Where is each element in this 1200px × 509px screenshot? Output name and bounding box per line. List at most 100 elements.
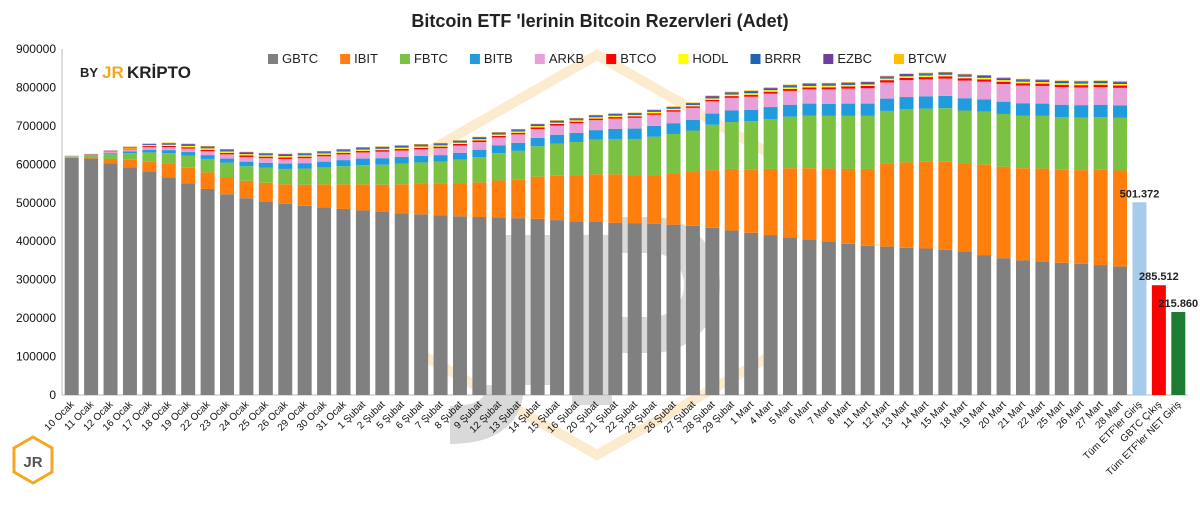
stacked-bar [239, 151, 254, 395]
bar-segment-btco [394, 148, 409, 151]
bar-segment-ibit [258, 182, 273, 203]
bar-segment-btco [530, 127, 545, 129]
bar-segment-ibit [802, 168, 817, 240]
bar-segment-hodl [666, 108, 681, 111]
bar-segment-btcw [957, 73, 972, 75]
bar-segment-ibit [491, 180, 506, 218]
bar-segment-ibit [880, 163, 895, 247]
bar-segment-brrr [491, 133, 506, 135]
bar-segment-btco [161, 145, 176, 148]
bar-segment-ibit [977, 164, 992, 256]
stacked-bar [608, 113, 623, 395]
bar-segment-fbtc [161, 153, 176, 164]
bar-segment-gbtc [685, 225, 700, 395]
bar-segment-bitb [317, 161, 332, 168]
bar-segment-hodl [705, 98, 720, 100]
bar-segment-hodl [200, 148, 215, 150]
bar-segment-gbtc [414, 214, 429, 395]
stacked-bar [724, 91, 739, 395]
bar-segment-ibit [394, 184, 409, 214]
bar-segment-btco [550, 123, 565, 126]
bar-segment-hodl [821, 85, 836, 88]
bar-segment-btco [375, 150, 390, 152]
bar-segment-ezbc [763, 87, 778, 89]
legend-label: BTCW [908, 51, 947, 66]
legend-label: HODL [692, 51, 728, 66]
bar-segment-fbtc [1054, 117, 1069, 170]
bar-segment-brrr [530, 124, 545, 127]
bar-segment-fbtc [297, 168, 312, 185]
bar-segment-gbtc [394, 213, 409, 395]
bar-segment-bitb [977, 99, 992, 112]
bar-segment-arkb [200, 151, 215, 156]
bar-segment-gbtc [336, 208, 351, 395]
bar-segment-gbtc [841, 243, 856, 395]
bar-segment-ezbc [530, 124, 545, 125]
bar-segment-bitb [530, 137, 545, 147]
stacked-bar [860, 81, 875, 395]
bar-segment-bitb [588, 130, 603, 140]
bar-segment-ezbc [802, 83, 817, 85]
bar-segment-brrr [278, 154, 293, 157]
bar-segment-fbtc [744, 121, 759, 170]
bar-segment-gbtc [996, 258, 1011, 395]
bar-segment-arkb [1054, 87, 1069, 105]
bar-segment-btco [724, 96, 739, 98]
bar-segment-gbtc [278, 203, 293, 395]
legend-item-btcw: BTCW [894, 51, 947, 66]
stacked-bar [666, 106, 681, 395]
bar-segment-brrr [666, 107, 681, 109]
bar-segment-btcw [1015, 78, 1030, 80]
summary-bar-label: 215.860 [1158, 298, 1198, 310]
legend-label: ARKB [549, 51, 584, 66]
legend-item-btco: BTCO [606, 51, 656, 66]
legend-item-bitb: BITB [469, 51, 513, 66]
bar-segment-fbtc [802, 115, 817, 169]
bar-segment-gbtc [705, 227, 720, 395]
bar-segment-hodl [918, 75, 933, 78]
bar-segment-ezbc [1054, 80, 1069, 82]
summary-bars: 501.372 285.512 215.860 [1120, 188, 1198, 395]
bar-segment-fbtc [841, 115, 856, 169]
bar-segment-arkb [899, 80, 914, 98]
bar-segment-gbtc [666, 224, 681, 395]
bar-segment-gbtc [647, 223, 662, 395]
bar-segment-fbtc [142, 152, 157, 162]
bar-segment-arkb [666, 111, 681, 124]
bar-segment-ibit [472, 182, 487, 218]
bar-segment-ezbc [569, 118, 584, 120]
bar-segment-brrr [841, 83, 856, 85]
bar-segment-arkb [472, 142, 487, 150]
bar-segment-ibit [685, 172, 700, 226]
bar-segment-gbtc [550, 220, 565, 395]
bar-segment-ezbc [433, 143, 448, 145]
legend-swatch [340, 54, 351, 64]
bar-segment-fbtc [996, 113, 1011, 167]
bar-segment-fbtc [588, 139, 603, 175]
bar-segment-brrr [1035, 80, 1050, 83]
bar-segment-gbtc [724, 230, 739, 395]
stacked-bar [103, 150, 118, 395]
bar-segment-btco [899, 77, 914, 81]
bar-segment-fbtc [1074, 117, 1089, 171]
bar-segment-btco [200, 149, 215, 152]
stacked-bar [336, 148, 351, 395]
bar-segment-arkb [724, 97, 739, 111]
bar-segment-hodl [278, 156, 293, 158]
stacked-bar [511, 129, 526, 395]
bar-segment-ibit [705, 170, 720, 228]
bar-segment-ezbc [278, 154, 293, 155]
bar-segment-arkb [608, 118, 623, 129]
bar-segment-btcw [802, 83, 817, 84]
brand-header: BY JR KRİPTO [80, 63, 191, 82]
bar-segment-btcw [899, 73, 914, 74]
legend-item-ibit: IBIT [340, 51, 378, 66]
bar-segment-arkb [122, 149, 137, 152]
bar-segment-arkb [1035, 85, 1050, 104]
bar-segment-ezbc [258, 153, 273, 155]
bar-segment-brrr [608, 114, 623, 116]
bar-segment-ezbc [200, 146, 215, 148]
bar-segment-ibit [550, 175, 565, 221]
bar-segment-gbtc [64, 157, 79, 395]
